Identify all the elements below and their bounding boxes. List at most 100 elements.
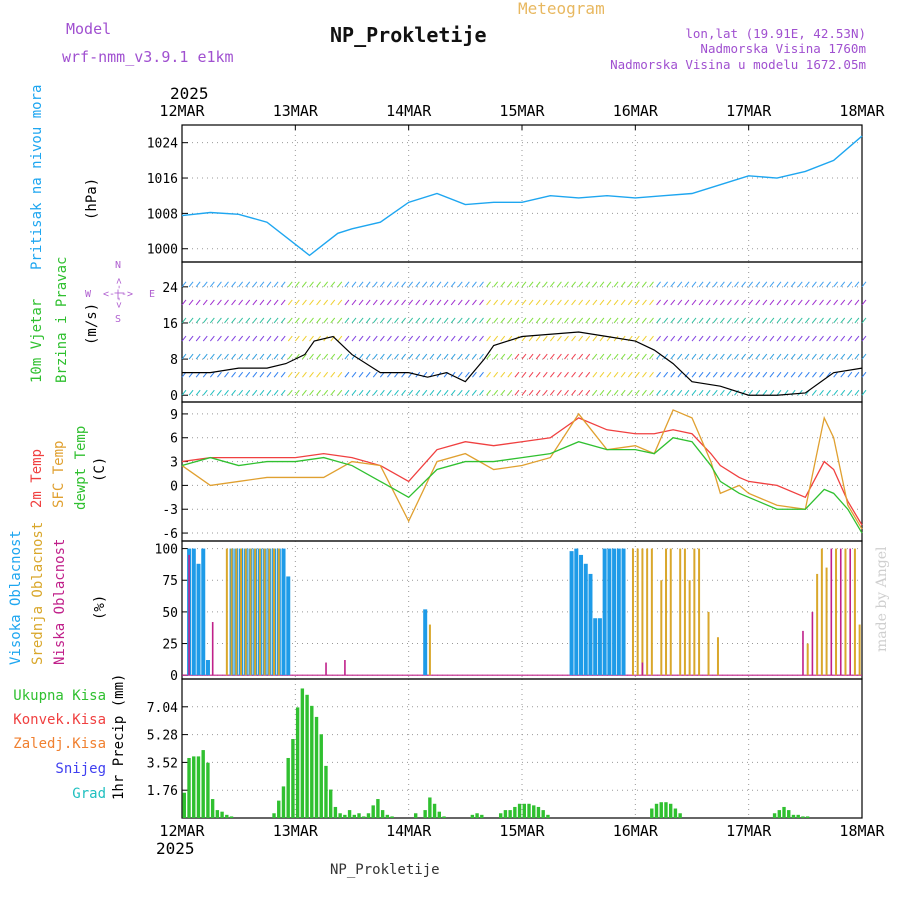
wind-barb [351,281,357,288]
wind-barb [698,317,704,324]
wind-barb [762,281,768,288]
cloud-bar [286,576,291,676]
precip-bar [791,814,796,818]
wind-barb [748,371,754,378]
wind-barb [613,371,619,378]
wind-barb [847,335,853,342]
wind-barb [344,299,350,306]
wind-barb [571,317,576,324]
wind-barb [819,389,824,396]
wind-barb [514,299,520,306]
wind-barb [422,299,428,306]
station-elevation: Nadmorska Visina 1760m [700,41,866,56]
wind-barb [238,353,244,360]
wind-barb [797,317,803,324]
y-tick-label: 1.76 [147,784,178,799]
cloud-bar [423,609,428,676]
wind-barb [450,353,456,360]
wind-barb [748,389,754,396]
wind-barb [705,353,711,360]
wind-barb [379,353,385,360]
wind-barb [280,389,286,396]
wind-barb [294,389,300,396]
wind-barb [826,389,831,396]
cloud-bar [849,548,851,676]
wind-panel: 0 8 16 24 [162,261,867,404]
wind-barb [642,353,647,360]
precip-bar [277,800,281,818]
wind-barb [401,353,406,360]
wind-barb [812,353,817,360]
wind-barb [209,299,215,306]
wind-barb [443,299,449,306]
wind-barb [712,389,718,396]
wind-barb [826,317,831,324]
wind-barb [528,281,534,288]
precip-bar [300,688,305,818]
wind-barb [840,335,846,342]
wind-barb [762,299,768,306]
wind-barb [549,371,555,378]
wind-barb [762,335,768,342]
wind-barb [727,389,732,396]
wind-barb [535,389,541,396]
wind-barb [592,353,598,360]
wind-barb [769,317,775,324]
wind-barb [854,335,860,342]
wind-barb [549,335,555,342]
wind-barb [557,371,562,378]
wind-barb [592,281,598,288]
precip-bar [522,803,526,818]
precip-bar [498,813,503,818]
wind-barb [422,335,428,342]
precip-bar [196,756,201,818]
cloud-bar [588,573,593,676]
precip-label-snow: Snijeg [55,761,106,777]
y-tick-label: 0 [170,669,178,684]
wind-barb [309,371,314,378]
wind-barb [202,281,208,288]
wind-barb [266,317,272,324]
wind-barb [592,299,598,306]
time-tick-label-bottom: 14MAR [386,822,432,840]
wind-barb [259,299,265,306]
time-tick-label-top: 17MAR [726,102,772,120]
precip-label-conv: Konvek.Kisa [13,712,106,728]
wind-barb [677,317,683,324]
wind-barb [457,299,463,306]
compass-north: N [115,260,121,271]
wind-barb [578,281,584,288]
cloud-bar [802,630,804,676]
wind-barb [323,281,329,288]
wind-barb [337,335,343,342]
wind-barb [748,335,754,342]
precip-bar [650,808,654,818]
wind-barb [422,389,428,396]
wind-barb [344,371,350,378]
wind-barb [457,335,463,342]
cloud-bar [205,660,210,676]
wind-speed-line [182,331,863,396]
wind-barb [755,317,761,324]
wind-barb [224,281,229,288]
wind-barb [302,299,307,306]
wind-barb [429,353,435,360]
wind-barb [769,335,775,342]
pressure-line [181,135,863,257]
wind-barb [656,389,661,396]
wind-barb [521,281,527,288]
wind-barb [819,353,824,360]
wind-barb [790,353,796,360]
wind-barb [415,389,421,396]
wind-barb [514,281,520,288]
wind-barb [606,281,612,288]
wind-barb [755,281,761,288]
wind-barb [528,353,534,360]
wind-barb [486,371,491,378]
wind-barb [323,371,329,378]
wind-barb [804,281,810,288]
wind-barb [500,371,506,378]
temp-label-sfc: SFC Temp [51,441,67,508]
wind-barb [401,335,406,342]
wind-barb [571,335,576,342]
